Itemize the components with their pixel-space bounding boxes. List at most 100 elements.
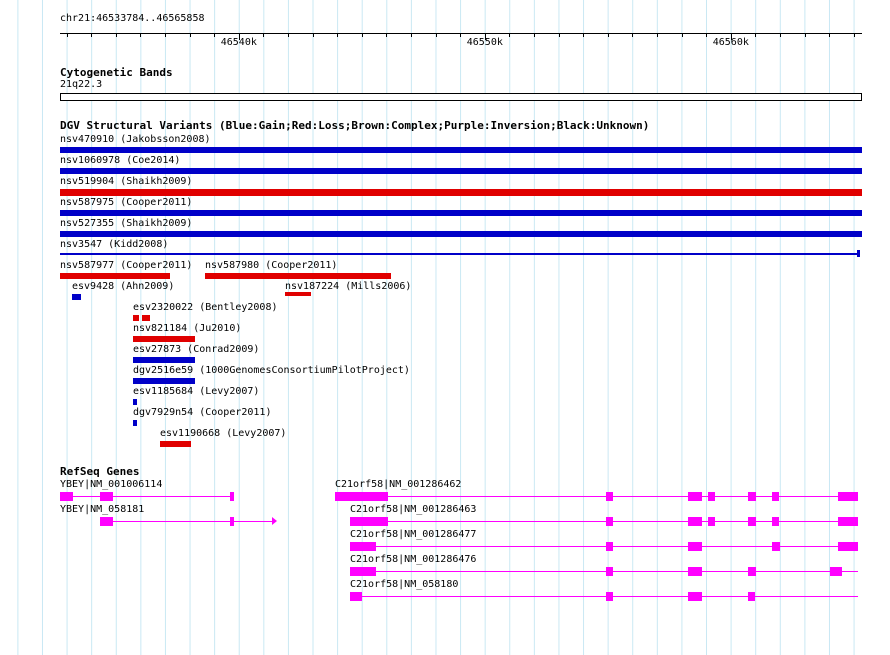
gene-exon[interactable] xyxy=(748,492,756,501)
gene-exon[interactable] xyxy=(838,542,858,551)
variant-bar[interactable] xyxy=(60,231,862,237)
gene-exon[interactable] xyxy=(606,592,613,601)
variant-bar[interactable] xyxy=(60,210,862,216)
variant-bar[interactable] xyxy=(133,420,137,426)
gene-exon[interactable] xyxy=(335,492,388,501)
variant-label: nsv587977 (Cooper2011) xyxy=(60,260,193,271)
variant-label: esv2320022 (Bentley2008) xyxy=(133,302,278,313)
gene-exon[interactable] xyxy=(708,492,715,501)
variant-bar[interactable] xyxy=(285,292,311,296)
variant-label: nsv187224 (Mills2006) xyxy=(285,281,412,292)
gene-intron-line[interactable] xyxy=(335,496,858,497)
gene-exon[interactable] xyxy=(772,492,779,501)
variant-label: nsv3547 (Kidd2008) xyxy=(60,239,169,250)
gene-exon[interactable] xyxy=(688,492,702,501)
gene-exon[interactable] xyxy=(350,542,376,551)
gene-exon[interactable] xyxy=(688,567,702,576)
variant-bar[interactable] xyxy=(60,189,862,196)
gene-intron-line[interactable] xyxy=(350,596,858,597)
variant-bar[interactable] xyxy=(857,250,860,257)
ruler-minor-tick xyxy=(681,34,683,37)
variant-bar[interactable] xyxy=(133,357,195,363)
variant-bar[interactable] xyxy=(60,253,857,255)
ruler-minor-tick xyxy=(165,34,166,37)
gene-exon[interactable] xyxy=(748,567,756,576)
gene-exon[interactable] xyxy=(748,517,756,526)
gene-exon[interactable] xyxy=(708,517,715,526)
gene-exon[interactable] xyxy=(688,542,702,551)
variant-label: nsv821184 (Ju2010) xyxy=(133,323,242,334)
variant-bar[interactable] xyxy=(72,294,81,300)
variant-bar[interactable] xyxy=(60,168,862,174)
ruler-minor-tick xyxy=(361,34,363,37)
ruler-tick-label: 46550k xyxy=(466,37,503,48)
gene-exon[interactable] xyxy=(230,517,234,526)
gene-intron-line[interactable] xyxy=(350,571,858,572)
cytoband-box[interactable] xyxy=(60,93,862,101)
gene-exon[interactable] xyxy=(350,517,388,526)
region-coordinates: chr21:46533784..46565858 xyxy=(60,13,205,24)
gene-exon[interactable] xyxy=(772,542,780,551)
variant-label: nsv587975 (Cooper2011) xyxy=(60,197,193,208)
gene-intron-line[interactable] xyxy=(60,496,234,497)
gene-exon[interactable] xyxy=(838,517,858,526)
gene-exon[interactable] xyxy=(100,492,113,501)
gene-exon[interactable] xyxy=(688,592,702,601)
ruler-minor-tick xyxy=(534,34,535,37)
cytobands-section-title: Cytogenetic Bands xyxy=(60,66,173,79)
gene-label: C21orf58|NM_058180 xyxy=(350,579,459,590)
variant-label: esv1185684 (Levy2007) xyxy=(133,386,260,397)
gene-intron-line[interactable] xyxy=(100,521,272,522)
variant-label: nsv1060978 (Coe2014) xyxy=(60,155,181,166)
gene-exon[interactable] xyxy=(350,592,362,601)
gene-exon[interactable] xyxy=(830,567,842,576)
ruler-minor-tick xyxy=(632,34,634,37)
variant-bar[interactable] xyxy=(133,336,195,342)
gene-exon[interactable] xyxy=(230,492,234,501)
variant-label: dgv7929n54 (Cooper2011) xyxy=(133,407,272,418)
ruler-minor-tick xyxy=(189,34,191,37)
ruler-minor-tick xyxy=(91,34,93,37)
gene-direction-arrow xyxy=(272,517,277,525)
gene-exon[interactable] xyxy=(688,517,702,526)
gene-label: C21orf58|NM_001286477 xyxy=(350,529,477,540)
gene-label: YBEY|NM_058181 xyxy=(60,504,145,515)
ruler-minor-tick xyxy=(115,34,117,37)
gene-exon[interactable] xyxy=(606,567,613,576)
gene-exon[interactable] xyxy=(606,517,613,526)
variant-label: esv27873 (Conrad2009) xyxy=(133,344,260,355)
gene-intron-line[interactable] xyxy=(350,546,858,547)
gene-exon[interactable] xyxy=(748,592,755,601)
ruler-tick-label: 46540k xyxy=(220,37,257,48)
ruler-minor-tick xyxy=(583,34,585,37)
gene-exon[interactable] xyxy=(838,492,858,501)
variant-bar[interactable] xyxy=(133,399,137,405)
ruler-minor-tick xyxy=(829,34,831,37)
gene-intron-line[interactable] xyxy=(350,521,858,522)
ruler-tick-label: 46560k xyxy=(712,37,749,48)
ruler-minor-tick xyxy=(460,34,462,37)
ruler-minor-tick xyxy=(435,34,437,37)
ruler-major-tick xyxy=(238,34,240,40)
variant-bar[interactable] xyxy=(142,315,150,321)
ruler-minor-tick xyxy=(386,34,388,37)
variant-bar[interactable] xyxy=(60,273,170,279)
gene-exon[interactable] xyxy=(772,517,779,526)
variant-bar[interactable] xyxy=(133,378,195,384)
variant-bar[interactable] xyxy=(205,273,391,279)
ruler-minor-tick xyxy=(706,34,708,37)
gene-exon[interactable] xyxy=(350,567,376,576)
ruler-minor-tick xyxy=(411,34,412,37)
gene-label: C21orf58|NM_001286463 xyxy=(350,504,477,515)
variant-bar[interactable] xyxy=(133,315,139,321)
gene-exon[interactable] xyxy=(606,542,613,551)
gene-exon[interactable] xyxy=(100,517,113,526)
gene-exon[interactable] xyxy=(606,492,613,501)
gene-exon[interactable] xyxy=(60,492,73,501)
variant-bar[interactable] xyxy=(60,147,862,153)
ruler-minor-tick xyxy=(312,34,314,37)
ruler-minor-tick xyxy=(558,34,560,37)
variant-label: nsv587980 (Cooper2011) xyxy=(205,260,338,271)
variant-bar[interactable] xyxy=(160,441,191,447)
